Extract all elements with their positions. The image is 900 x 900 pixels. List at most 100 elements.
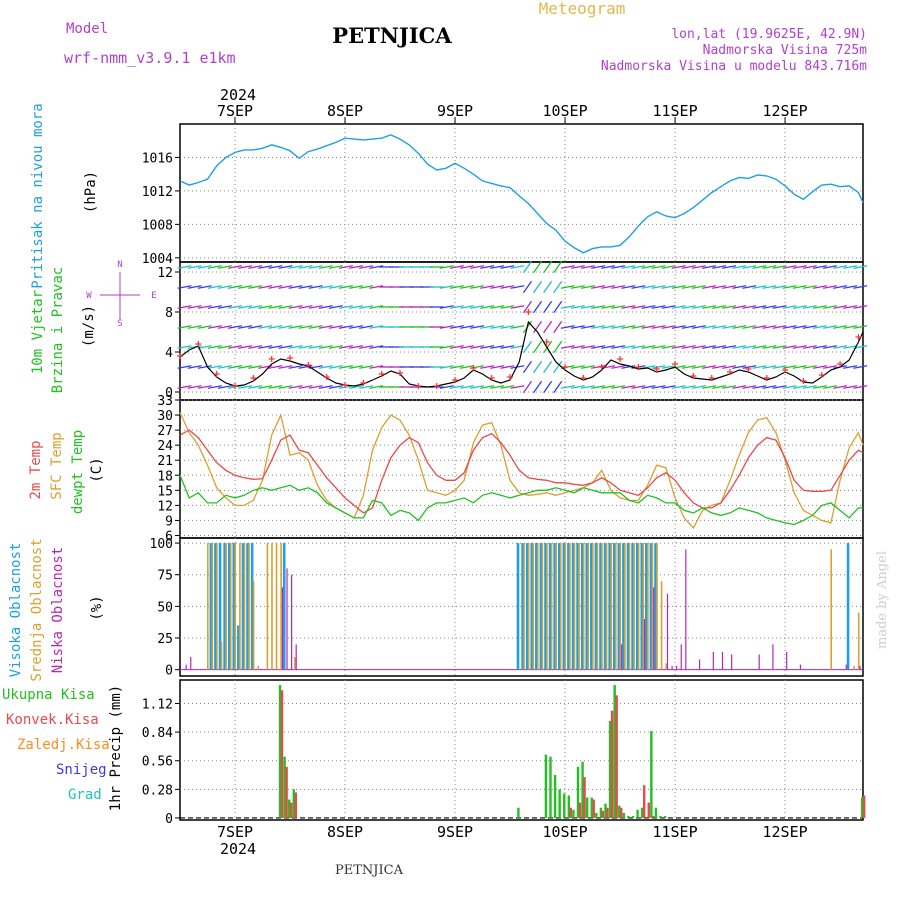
wind-arrow: [782, 265, 797, 269]
wind-arrow: [197, 265, 212, 269]
wind-arrow: [560, 385, 575, 389]
wind-arrow: [328, 385, 343, 389]
wind-arrow: [792, 305, 807, 309]
wind-arrow: [631, 285, 646, 289]
wind-arrow: [207, 385, 222, 389]
precip-bar: [553, 775, 557, 818]
wind-arrow: [197, 325, 212, 329]
wind-arrow: [349, 365, 364, 369]
wind-arrow: [611, 365, 626, 369]
wind-arrow: [278, 345, 293, 349]
wind-arrow: [258, 285, 273, 289]
wind-arrow: [631, 345, 646, 349]
wind-arrow: [722, 285, 737, 289]
wind-arrow: [490, 305, 505, 309]
wind-arrow: [812, 345, 827, 349]
gust-marker: [378, 371, 385, 377]
wind-arrow: [543, 380, 553, 394]
wind-arrow: [802, 285, 817, 289]
cloud-bar: [521, 543, 524, 670]
wind-arrow: [792, 325, 807, 329]
wind-arrow: [449, 345, 464, 349]
gust-marker: [360, 380, 367, 386]
wind-arrow: [449, 265, 464, 269]
cloud-bar: [559, 543, 562, 670]
cloud-bar: [294, 657, 296, 670]
wind-arrow: [480, 325, 495, 329]
cloud-bar: [218, 543, 222, 670]
wind-arrow: [631, 325, 646, 329]
model-elevation-label: Nadmorska Visina u modelu 843.716m: [601, 59, 867, 74]
wind-arrow: [611, 285, 626, 289]
wind-arrow: [772, 285, 787, 289]
legend-snow: Snijeg: [56, 762, 107, 778]
wind-arrow: [712, 365, 727, 369]
precip-bar: [278, 685, 282, 818]
wind-arrow: [349, 345, 364, 349]
cloud-bar: [712, 651, 714, 670]
wind-arrow: [712, 265, 727, 269]
wind-arrow: [459, 365, 474, 369]
gust-marker: [690, 373, 697, 379]
cloud-bar: [211, 543, 214, 670]
cloud-bar: [555, 543, 557, 670]
wind-arrow: [691, 365, 706, 369]
y-tick-label: 18: [157, 469, 173, 484]
wind-arrow: [308, 285, 323, 289]
wind-arrow: [217, 385, 232, 389]
wind-arrow: [570, 285, 585, 289]
wind-arrow: [288, 285, 303, 289]
wind-arrow: [732, 365, 747, 369]
wind-arrow: [732, 345, 747, 349]
wind-arrow: [651, 265, 666, 269]
wind-arrow: [328, 325, 343, 329]
wind-arrow: [187, 325, 202, 329]
precip-bar: [663, 815, 667, 818]
precip-bar: [578, 802, 582, 818]
cloud-bar: [599, 543, 602, 670]
wind-arrow: [812, 325, 827, 329]
wind-arrow: [701, 385, 716, 389]
top-day-label: 10SEP: [542, 102, 587, 120]
wind-arrow: [651, 365, 666, 369]
cloud-bar: [731, 654, 733, 670]
precip-bar: [285, 766, 288, 818]
wind-arrow: [318, 385, 333, 389]
precip-bar: [659, 815, 662, 818]
wind-arrow: [480, 365, 495, 369]
wind-arrow: [712, 305, 727, 309]
wind-arrow: [258, 265, 273, 269]
wind-arrow: [248, 345, 263, 349]
wind-arrow: [510, 325, 525, 329]
wind-arrow: [822, 265, 838, 269]
cloud-bar: [220, 641, 223, 670]
compass-south: S: [117, 319, 122, 329]
wind-arrow: [500, 345, 515, 349]
gust-marker: [433, 383, 440, 389]
wind-arrow: [641, 305, 656, 309]
wind-arrow: [621, 365, 636, 369]
precip-bar: [569, 807, 573, 818]
gust-marker: [415, 383, 422, 389]
wind-arrow: [772, 305, 787, 309]
model-label: Model: [66, 21, 108, 37]
wind-arrow: [359, 385, 374, 389]
wind-arrow: [722, 385, 737, 389]
wind-arrow: [681, 305, 696, 309]
wind-arrow: [782, 325, 797, 329]
cloud-bar: [859, 665, 861, 670]
wind-arrow: [248, 365, 263, 369]
wind-arrow: [318, 265, 333, 269]
wind-arrow: [661, 345, 676, 349]
wind-arrow: [772, 265, 787, 269]
gust-marker: [287, 355, 294, 361]
wind-arrow: [217, 325, 232, 329]
wind-arrow: [691, 265, 706, 269]
wind-arrow: [752, 345, 767, 349]
wind-arrow: [268, 345, 283, 349]
wind-arrow: [621, 305, 636, 309]
gust-marker: [818, 372, 825, 378]
wind-arrow: [228, 345, 243, 349]
bottom-day-label: 12SEP: [762, 823, 807, 841]
wind-arrow: [722, 305, 737, 309]
